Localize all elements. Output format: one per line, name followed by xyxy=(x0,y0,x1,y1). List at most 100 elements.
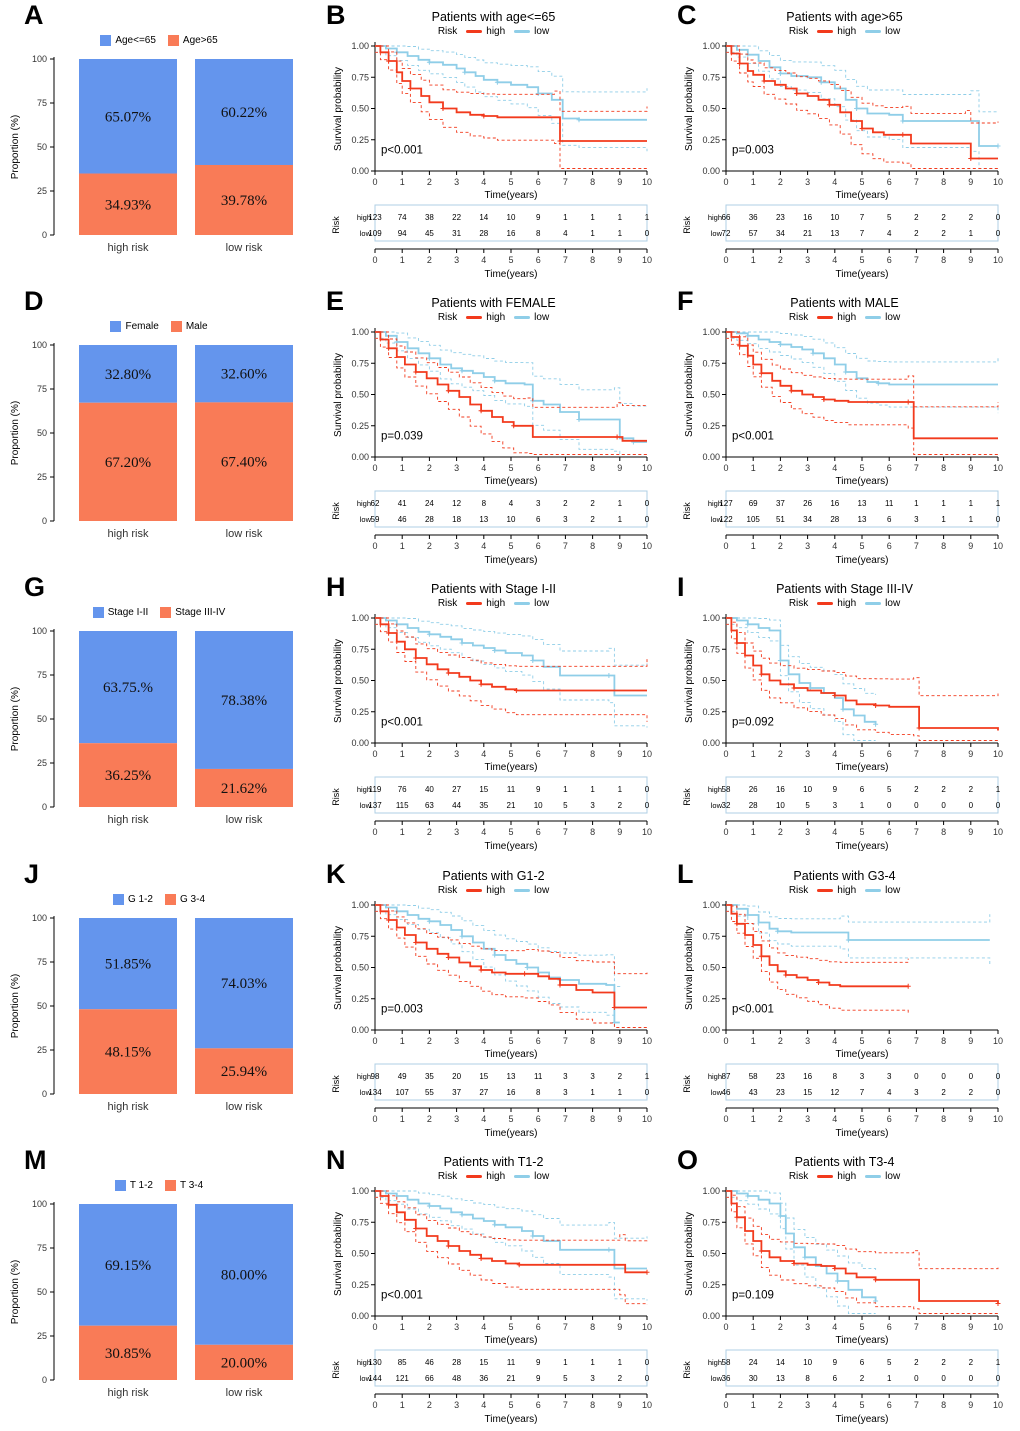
censor-mark-icon xyxy=(412,369,418,375)
y-tick-label: 0.50 xyxy=(351,1248,369,1258)
risk-row-label: low xyxy=(359,515,371,524)
censor-mark-icon xyxy=(557,138,562,144)
risk-count: 37 xyxy=(452,1088,461,1097)
survival-curve-high xyxy=(374,331,647,442)
risk-count: 6 xyxy=(859,1358,864,1367)
x-tick-label: 1 xyxy=(399,255,404,265)
km-title: Patients with Stage I-II xyxy=(430,582,557,597)
censor-mark-icon xyxy=(758,672,764,678)
legend-line-icon xyxy=(466,1174,483,1178)
x-tick-label: 9 xyxy=(617,827,622,837)
panel-O: O Patients with T3-4 Risk high low 0.00 0.25 0.… xyxy=(669,1145,1020,1431)
x-tick-label: 9 xyxy=(617,1322,622,1332)
x-tick-label: 10 xyxy=(641,177,651,187)
censor-mark-icon xyxy=(758,370,764,376)
censor-mark-icon xyxy=(385,1202,391,1208)
risk-count: 1 xyxy=(590,229,595,238)
x-axis-label: Time(years) xyxy=(835,269,888,280)
x-tick-label: 3 xyxy=(805,827,810,837)
y-tick-label: 0.75 xyxy=(351,645,369,655)
censor-mark-icon xyxy=(440,106,445,111)
km-title: Patients with T1-2 xyxy=(443,1154,544,1169)
ci-upper-high xyxy=(374,1190,647,1241)
x-axis-label: Time(years) xyxy=(835,476,888,487)
risk-count: 9 xyxy=(832,785,837,794)
risk-count: 14 xyxy=(479,213,488,222)
x-tick-label: 9 xyxy=(968,1114,973,1124)
x-tick-label: 4 xyxy=(832,1114,837,1124)
legend-item-high: high xyxy=(466,885,505,896)
x-category-label: low risk xyxy=(226,242,263,254)
x-tick-label: 5 xyxy=(859,1322,864,1332)
censor-mark-icon xyxy=(491,952,497,958)
x-tick-label: 7 xyxy=(913,1400,918,1410)
risk-count: 5 xyxy=(563,801,568,810)
x-tick-label: 4 xyxy=(832,1036,837,1046)
x-tick-label: 8 xyxy=(590,541,595,551)
x-category-label: high risk xyxy=(108,814,149,826)
y-tick-label: 0.50 xyxy=(351,390,369,400)
y-tick-label: 0.75 xyxy=(351,931,369,941)
risk-count: 1 xyxy=(563,213,568,222)
risk-count: 0 xyxy=(995,229,1000,238)
legend-item-high: high xyxy=(466,26,505,37)
x-tick-label: 8 xyxy=(590,1114,595,1124)
risk-count: 0 xyxy=(644,499,649,508)
y-tick-label: 25 xyxy=(37,472,47,482)
legend-swatch-icon xyxy=(100,35,112,46)
y-tick-label: 1.00 xyxy=(702,900,720,910)
y-tick-label: 100 xyxy=(32,913,47,923)
panel-letter: H xyxy=(326,572,346,603)
ci-upper-high xyxy=(725,617,998,697)
y-axis-label: Survival probability xyxy=(333,1212,344,1296)
x-axis-label: Time(years) xyxy=(835,1414,888,1425)
risk-count: 26 xyxy=(748,785,757,794)
bar-segment-bottom xyxy=(79,402,177,522)
risk-table-title: Risk xyxy=(682,502,692,520)
ci-upper-low xyxy=(725,331,998,363)
risk-count: 18 xyxy=(452,515,461,524)
risk-count: 57 xyxy=(748,229,757,238)
x-tick-label: 10 xyxy=(992,827,1002,837)
risk-count: 2 xyxy=(590,515,595,524)
panel-letter: M xyxy=(24,1144,47,1175)
risk-count: 0 xyxy=(644,1088,649,1097)
risk-count: 8 xyxy=(535,229,540,238)
x-tick-label: 2 xyxy=(777,1036,782,1046)
legend-item-high: high xyxy=(817,598,856,609)
ci-lower-high xyxy=(725,51,998,169)
risk-count: 10 xyxy=(775,801,784,810)
x-tick-label: 1 xyxy=(399,1036,404,1046)
ci-upper-high xyxy=(374,331,647,408)
risk-count: 2 xyxy=(941,1088,946,1097)
risk-count: 3 xyxy=(563,515,568,524)
x-tick-label: 4 xyxy=(832,463,837,473)
legend-label: low xyxy=(534,26,550,37)
censor-mark-icon xyxy=(815,979,821,985)
bar-legend: G 1-2 G 3-4 xyxy=(0,893,318,906)
x-tick-label: 9 xyxy=(968,749,973,759)
y-tick-label: 0 xyxy=(42,802,47,812)
legend-label: high xyxy=(486,598,506,610)
risk-row-label: low xyxy=(359,1088,371,1097)
risk-count: 36 xyxy=(721,1374,730,1383)
p-value: p<0.001 xyxy=(732,431,774,443)
x-tick-label: 8 xyxy=(941,255,946,265)
x-tick-label: 3 xyxy=(454,177,459,187)
censor-mark-icon xyxy=(899,118,905,124)
risk-count: 3 xyxy=(535,499,540,508)
km-legend: Risk high low xyxy=(669,1170,1020,1183)
km-plot: 0.00 0.25 0.50 0.75 1.00 0 1 2 3 4 5 6 7 8 9 10 Time(yea… xyxy=(333,1186,652,1346)
km-legend: Risk high low xyxy=(669,884,1020,897)
censor-mark-icon xyxy=(905,983,911,989)
x-tick-label: 4 xyxy=(832,1400,837,1410)
legend-line-icon xyxy=(466,602,483,606)
x-tick-label: 0 xyxy=(372,463,377,473)
x-tick-label: 5 xyxy=(508,827,513,837)
x-tick-label: 8 xyxy=(590,463,595,473)
censor-mark-icon xyxy=(872,722,878,728)
x-tick-label: 10 xyxy=(641,463,651,473)
y-tick-label: 0.75 xyxy=(351,72,369,82)
km-title: Patients with age<=65 xyxy=(431,10,556,24)
bar-segment-top xyxy=(79,917,177,1009)
